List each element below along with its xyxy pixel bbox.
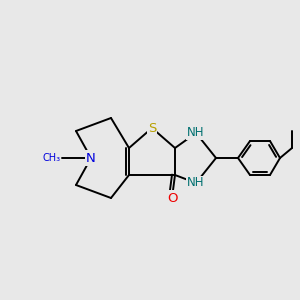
Text: O: O <box>167 191 177 205</box>
Text: NH: NH <box>187 127 205 140</box>
Text: S: S <box>148 122 156 134</box>
Text: CH₃: CH₃ <box>43 153 61 163</box>
Text: N: N <box>86 152 96 164</box>
Text: NH: NH <box>187 176 205 190</box>
